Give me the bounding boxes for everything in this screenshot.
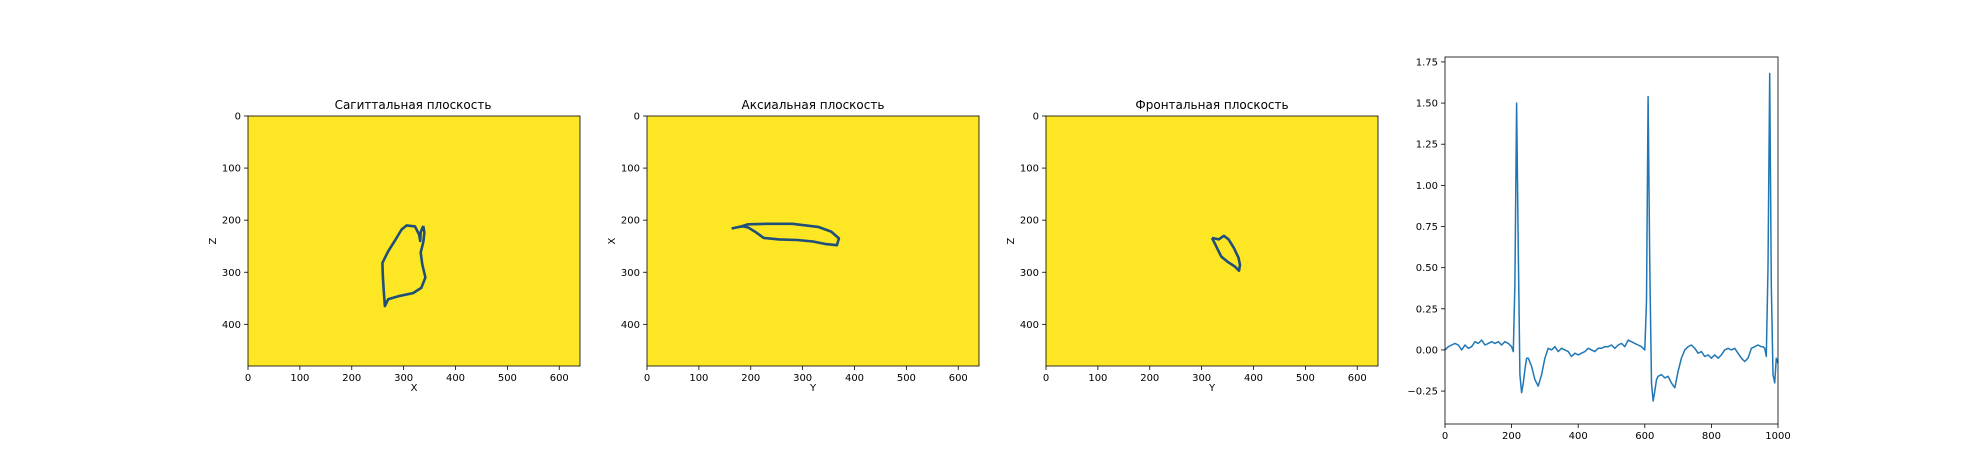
y-tick-label: 400: [621, 320, 640, 331]
y-tick-label: 100: [621, 164, 640, 175]
sagittal-ylabel: Z: [208, 237, 219, 244]
x-tick-label: 200: [741, 373, 760, 384]
x-tick-label: 300: [793, 373, 812, 384]
axial-panel: Аксиальная плоскость 0 100 200 300 400 500 600…: [607, 98, 980, 394]
y-tick-label: 200: [1020, 216, 1039, 227]
sagittal-x-ticks: 0 100 200 300 400 500 600: [245, 366, 569, 384]
x-tick-label: 600: [1348, 373, 1367, 384]
axial-frame: [646, 115, 980, 367]
sagittal-y-ticks: 0 100 200 300 400: [222, 112, 248, 331]
y-tick-label: 0.50: [1416, 263, 1438, 274]
signal-line: [1444, 72, 1779, 402]
panel-title-axial: Аксиальная плоскость: [742, 98, 885, 112]
frontal-frame: [1045, 115, 1379, 367]
x-tick-label: 0: [245, 373, 251, 384]
signal-panel: 0 200 400 600 800 1000 −0.25 0.00 0.25 0.50 0.75 1…: [1407, 56, 1791, 442]
axial-contour: [731, 222, 841, 247]
signal-y-ticks: −0.25 0.00 0.25 0.50 0.75 1.00 1.25 1.50 1.75: [1407, 57, 1445, 398]
signal-plot-area: [1445, 57, 1778, 424]
y-tick-label: 0.00: [1416, 345, 1438, 356]
x-tick-label: 500: [1296, 373, 1315, 384]
sagittal-contour: [381, 224, 427, 308]
y-tick-label: 0: [1033, 112, 1039, 123]
y-tick-label: 1.75: [1416, 57, 1438, 68]
x-tick-label: 400: [845, 373, 864, 384]
frontal-ylabel: Z: [1006, 237, 1017, 244]
x-tick-label: 600: [550, 373, 569, 384]
y-tick-label: 0.75: [1416, 222, 1438, 233]
y-tick-label: −0.25: [1407, 387, 1438, 398]
y-tick-label: 300: [621, 268, 640, 279]
frontal-image: [1046, 116, 1378, 366]
axial-y-ticks: 0 100 200 300 400: [621, 112, 647, 331]
axial-ylabel: X: [607, 237, 618, 244]
x-tick-label: 100: [1088, 373, 1107, 384]
x-tick-label: 100: [290, 373, 309, 384]
sagittal-panel: Сагиттальная плоскость 0 100 200 300 400 500 6…: [208, 98, 581, 394]
x-tick-label: 200: [1140, 373, 1159, 384]
frontal-y-ticks: 0 100 200 300 400: [1020, 112, 1046, 331]
y-tick-label: 0.25: [1416, 304, 1438, 315]
x-tick-label: 400: [1569, 431, 1588, 442]
y-tick-label: 0: [634, 112, 640, 123]
axial-x-ticks: 0 100 200 300 400 500 600: [644, 366, 968, 384]
y-tick-label: 200: [621, 216, 640, 227]
x-tick-label: 600: [1635, 431, 1654, 442]
x-tick-label: 200: [1502, 431, 1521, 442]
x-tick-label: 400: [446, 373, 465, 384]
x-tick-label: 0: [1442, 431, 1448, 442]
x-tick-label: 800: [1702, 431, 1721, 442]
frontal-panel: Фронтальная плоскость 0 100 200 300 400 500 60…: [1006, 98, 1379, 394]
x-tick-label: 300: [1192, 373, 1211, 384]
y-tick-label: 1.25: [1416, 140, 1438, 151]
y-tick-label: 400: [222, 320, 241, 331]
y-tick-label: 200: [222, 216, 241, 227]
panel-title-sagittal: Сагиттальная плоскость: [335, 98, 492, 112]
x-tick-label: 300: [394, 373, 413, 384]
x-tick-label: 0: [644, 373, 650, 384]
x-tick-label: 0: [1043, 373, 1049, 384]
axial-xlabel: Y: [809, 383, 817, 394]
x-tick-label: 100: [689, 373, 708, 384]
sagittal-xlabel: X: [411, 383, 418, 394]
sagittal-frame: [247, 115, 581, 367]
x-tick-label: 200: [342, 373, 361, 384]
y-tick-label: 300: [222, 268, 241, 279]
y-tick-label: 1.00: [1416, 181, 1438, 192]
y-tick-label: 100: [1020, 164, 1039, 175]
signal-frame: [1444, 56, 1779, 425]
y-tick-label: 0: [235, 112, 241, 123]
x-tick-label: 1000: [1765, 431, 1790, 442]
x-tick-label: 400: [1244, 373, 1263, 384]
frontal-x-ticks: 0 100 200 300 400 500 600: [1043, 366, 1367, 384]
frontal-xlabel: Y: [1208, 383, 1216, 394]
signal-x-ticks: 0 200 400 600 800 1000: [1442, 424, 1791, 442]
y-tick-label: 1.50: [1416, 99, 1438, 110]
y-tick-label: 100: [222, 164, 241, 175]
x-tick-label: 500: [498, 373, 517, 384]
x-tick-label: 600: [949, 373, 968, 384]
y-tick-label: 300: [1020, 268, 1039, 279]
frontal-contour: [1210, 234, 1242, 273]
x-tick-label: 500: [897, 373, 916, 384]
sagittal-image: [248, 116, 580, 366]
panel-title-frontal: Фронтальная плоскость: [1135, 98, 1288, 112]
y-tick-label: 400: [1020, 320, 1039, 331]
